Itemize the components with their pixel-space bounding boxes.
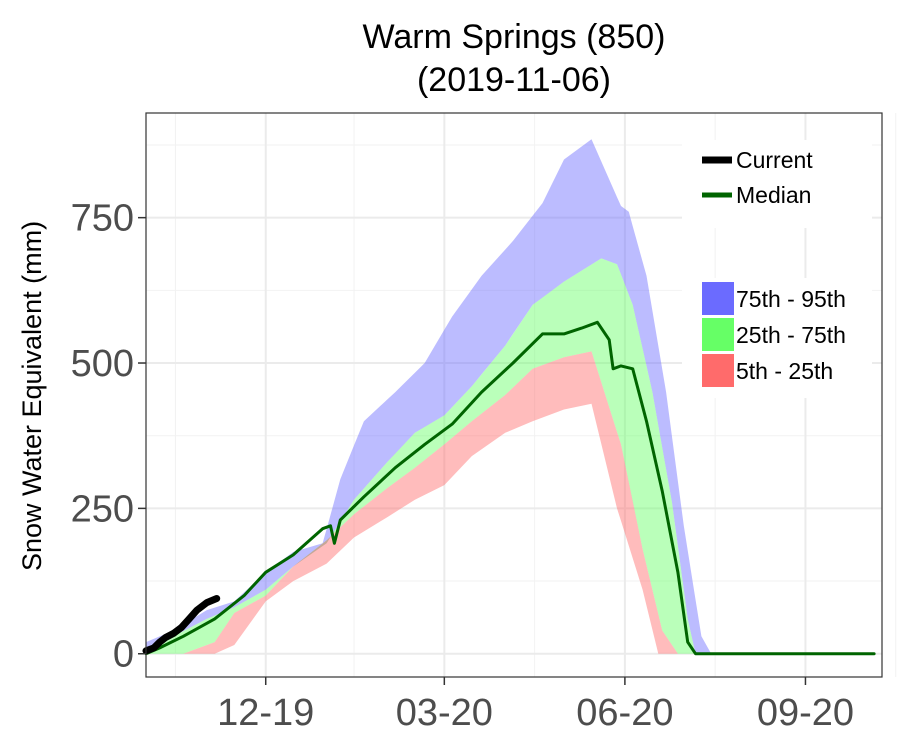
plot-border [145, 112, 883, 678]
series-lines [142, 320, 876, 656]
y-tick-label: 500 [71, 343, 134, 385]
x-axis: 12-19 03-20 06-20 09-20 [217, 677, 854, 734]
band-75-95 [146, 139, 875, 654]
x-tick-label: 06-20 [576, 692, 673, 734]
chart-title: Warm Springs (850) [363, 18, 666, 56]
legend-swatch-band [702, 282, 734, 315]
x-tick-label: 12-19 [217, 692, 314, 734]
x-tick-label: 09-20 [757, 692, 854, 734]
x-tick-label: 03-20 [396, 692, 493, 734]
legend: Current Median 75th - 95th 25th - 75th 5th -… [682, 140, 872, 398]
chart-subtitle: (2019-11-06) [417, 61, 611, 99]
legend-swatch-band [702, 318, 734, 351]
series-line-median [144, 320, 876, 656]
legend-label-current: Current [736, 147, 813, 173]
y-tick-label: 750 [71, 198, 134, 240]
legend-label-band: 75th - 95th [736, 286, 846, 312]
legend-swatch-band [702, 354, 734, 387]
series-line-current [142, 595, 221, 655]
y-tick-label: 250 [71, 488, 134, 530]
legend-label-band: 5th - 25th [736, 358, 833, 384]
legend-lines-box [682, 140, 872, 228]
y-axis-label: Snow Water Equivalent (mm) [17, 221, 47, 571]
legend-label-band: 25th - 75th [736, 322, 846, 348]
legend-label-median: Median [736, 182, 811, 208]
y-tick-label: 0 [113, 634, 134, 676]
y-axis: 0 250 500 750 [71, 198, 146, 676]
band-5-25 [146, 351, 875, 654]
